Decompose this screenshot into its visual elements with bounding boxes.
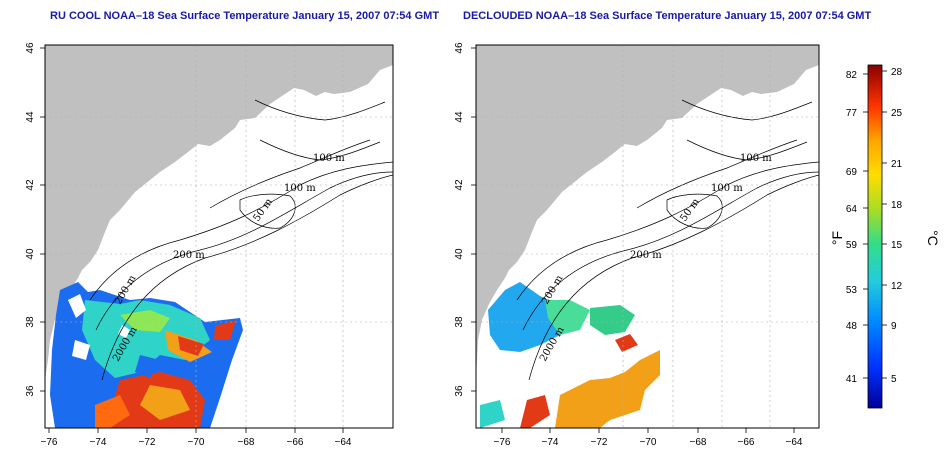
left-map-frame (44, 44, 394, 429)
y-tick-label: 38 (454, 316, 465, 328)
colorbar-f-tick: 77 (846, 108, 858, 119)
temperature-colorbar: 82 77 69 64 59 53 48 41 28 25 21 18 15 1… (829, 64, 941, 409)
colorbar-c-tick: 21 (891, 159, 903, 170)
left-x-axis (48, 428, 344, 433)
colorbar-f-tick: 41 (846, 374, 858, 385)
x-tick-label: −66 (738, 437, 755, 448)
x-tick-label: −72 (591, 437, 608, 448)
left-map-panel: 100 m 100 m 50 m 200 m 200 m 2000 m −76 … (25, 42, 394, 448)
sst-patches (50, 282, 243, 428)
contour-label: 100 m (740, 153, 772, 164)
colorbar-f-tick: 69 (846, 167, 858, 178)
left-y-axis (40, 47, 45, 392)
contour-label: 100 m (711, 183, 743, 194)
right-map-frame (475, 44, 820, 429)
x-tick-label: −66 (287, 437, 304, 448)
y-tick-label: 42 (454, 179, 465, 191)
colorbar-f-tick: 53 (846, 285, 858, 296)
y-tick-label: 44 (454, 111, 465, 123)
map-gridlines (476, 45, 819, 428)
colorbar-c-tick: 28 (891, 67, 903, 78)
y-tick-label: 46 (25, 42, 36, 54)
right-y-axis (471, 47, 476, 392)
bathymetry-contours (89, 99, 393, 381)
colorbar-f-tick: 48 (846, 321, 858, 332)
land-mass (45, 45, 393, 380)
x-tick-label: −74 (90, 437, 107, 448)
contour-label: 100 m (313, 153, 345, 164)
x-tick-label: −64 (786, 437, 803, 448)
y-tick-label: 46 (454, 42, 465, 54)
colorbar-f-tick: 82 (846, 70, 858, 81)
colorbar-ticks (863, 70, 887, 379)
colorbar-c-tick: 25 (891, 108, 903, 119)
celsius-label: °C (925, 230, 941, 246)
x-tick-label: −70 (188, 437, 205, 448)
y-tick-label: 40 (454, 248, 465, 260)
x-tick-label: −64 (335, 437, 352, 448)
contour-label: 200 m (630, 250, 662, 261)
x-tick-label: −76 (41, 437, 58, 448)
x-tick-label: −74 (542, 437, 559, 448)
land-mass (476, 45, 819, 380)
sst-patches (480, 282, 660, 428)
contour-label: 100 m (284, 183, 316, 194)
fahrenheit-label: °F (829, 231, 845, 245)
colorbar-f-tick: 64 (846, 204, 858, 215)
x-tick-label: −68 (690, 437, 707, 448)
contour-label: 200 m (173, 250, 205, 261)
y-tick-label: 36 (25, 385, 36, 397)
y-tick-label: 36 (454, 385, 465, 397)
y-tick-label: 38 (25, 316, 36, 328)
x-tick-label: −70 (640, 437, 657, 448)
x-tick-label: −72 (139, 437, 156, 448)
colorbar-gradient (867, 64, 883, 409)
left-map-title: RU COOL NOAA–18 Sea Surface Temperature … (50, 10, 440, 22)
right-map-panel: 100 m 100 m 50 m 200 m 200 m 2000 m −76 … (454, 42, 820, 448)
colorbar-c-tick: 5 (891, 374, 897, 385)
x-tick-label: −76 (494, 437, 511, 448)
x-tick-label: −68 (238, 437, 255, 448)
right-map-title: DECLOUDED NOAA–18 Sea Surface Temperatur… (463, 10, 872, 22)
colorbar-c-tick: 9 (891, 321, 897, 332)
y-tick-label: 42 (25, 179, 36, 191)
y-tick-label: 44 (25, 111, 36, 123)
bathymetry-contours (516, 99, 819, 381)
colorbar-c-tick: 12 (891, 281, 903, 292)
colorbar-f-tick: 59 (846, 240, 858, 251)
colorbar-c-tick: 18 (891, 200, 903, 211)
y-tick-label: 40 (25, 248, 36, 260)
map-gridlines (45, 45, 393, 428)
colorbar-c-tick: 15 (891, 240, 903, 251)
right-x-axis (501, 428, 795, 433)
